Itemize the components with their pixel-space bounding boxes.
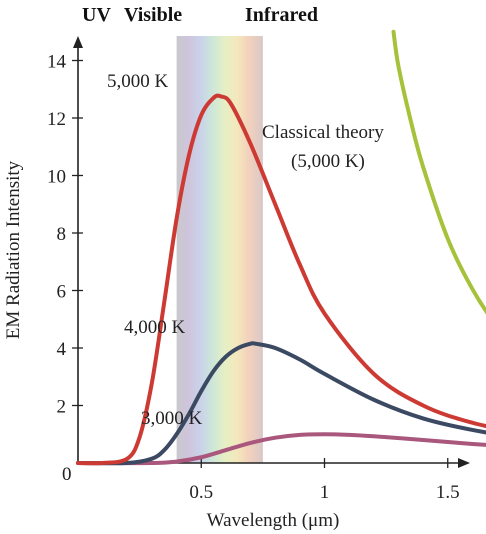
- y-axis-title: EM Radiation Intensity: [3, 160, 24, 339]
- axes: 0: [62, 36, 470, 485]
- x-axis-arrow-icon: [458, 458, 470, 468]
- classical-theory-temperature-label: (5,000 K): [291, 151, 365, 172]
- y-tick-label: 10: [47, 167, 66, 188]
- y-tick-label: 8: [57, 224, 67, 245]
- series-line-3000k: [76, 432, 486, 466]
- series-label-5000k: 5,000 K: [107, 71, 169, 92]
- x-tick-label: 1.5: [436, 482, 460, 503]
- y-tick-label: 6: [57, 282, 67, 303]
- x-axis-title: Wavelength (μm): [207, 510, 340, 531]
- y-axis-ticks: 2 4 6 8 10 12 14: [47, 52, 83, 418]
- y-tick-label: 12: [47, 109, 66, 130]
- visible-light-band: [176, 36, 263, 463]
- region-label-uv: UV: [82, 4, 111, 26]
- series-label-4000k: 4,000 K: [124, 317, 186, 338]
- series-line-5000k: [76, 93, 486, 466]
- y-axis-arrow-icon: [73, 36, 83, 48]
- x-tick-label: 1: [320, 482, 330, 503]
- classical-theory-label: Classical theory: [262, 122, 384, 143]
- region-label-infrared: Infrared: [245, 4, 318, 26]
- y-tick-label: 2: [57, 397, 67, 418]
- origin-label: 0: [62, 464, 72, 485]
- series-group: [76, 29, 486, 466]
- x-axis-ticks: 0.511.522.53: [189, 458, 460, 503]
- x-tick-label: 0.5: [189, 482, 213, 503]
- y-tick-label: 4: [57, 339, 67, 360]
- series-label-3000k: 3,000 K: [141, 408, 203, 429]
- series-line-classical-theory: [391, 29, 486, 315]
- y-tick-label: 14: [47, 52, 67, 73]
- series-line-4000k: [76, 341, 486, 466]
- region-label-visible: Visible: [124, 4, 182, 26]
